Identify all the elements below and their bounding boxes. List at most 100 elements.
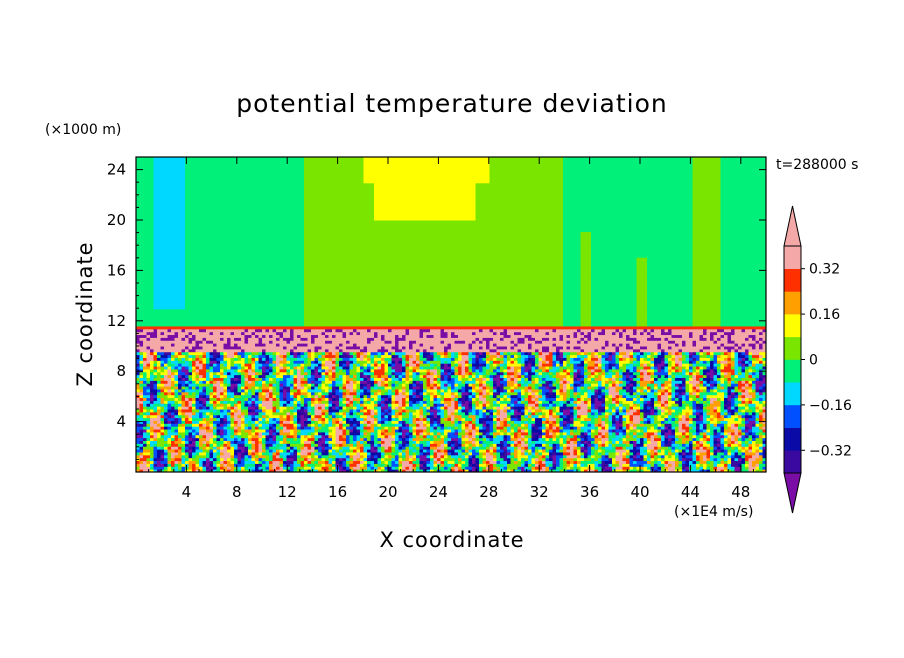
heatmap-cell — [251, 391, 256, 396]
heatmap-cell — [300, 403, 305, 407]
heatmap-cell — [150, 446, 154, 450]
heatmap-cell — [377, 397, 382, 401]
heatmap-cell — [650, 437, 655, 441]
heatmap-cell — [699, 466, 704, 470]
heatmap-cell — [549, 451, 553, 456]
heatmap-cell — [181, 446, 186, 450]
heatmap-cell — [566, 426, 571, 430]
heatmap-cell — [328, 391, 333, 396]
heatmap-cell — [157, 457, 161, 462]
heatmap-cell — [465, 397, 469, 401]
heatmap-cell — [759, 394, 763, 399]
heatmap-cell — [311, 437, 315, 441]
heatmap-cell — [573, 457, 578, 462]
heatmap-cell — [255, 466, 259, 470]
heatmap-cell — [377, 443, 382, 447]
heatmap-cell — [622, 417, 627, 421]
heatmap-cell — [388, 449, 392, 453]
heatmap-cell — [139, 411, 144, 416]
heatmap-cell — [444, 446, 448, 450]
heatmap-cell — [458, 397, 462, 401]
heatmap-cell — [731, 469, 735, 472]
heatmap-cell — [216, 411, 221, 416]
heatmap-cell — [258, 437, 263, 441]
heatmap-cell — [479, 451, 483, 456]
heatmap-cell — [696, 431, 700, 436]
heatmap-cell — [146, 440, 151, 444]
heatmap-cell — [521, 391, 525, 396]
heatmap-cell — [174, 440, 179, 444]
heatmap-cell — [573, 429, 578, 433]
heatmap-cell — [188, 420, 193, 424]
heatmap-cell — [223, 403, 228, 407]
heatmap-cell — [545, 409, 550, 413]
heatmap-cell — [475, 431, 480, 436]
heatmap-cell — [489, 469, 494, 472]
heatmap-cell — [279, 391, 284, 396]
heatmap-cell — [528, 409, 532, 413]
heatmap-cell — [349, 420, 354, 424]
heatmap-cell — [647, 457, 651, 462]
heatmap-cell — [591, 466, 595, 470]
heatmap-cell — [279, 437, 284, 441]
heatmap-cell — [731, 431, 735, 436]
heatmap-cell — [279, 394, 284, 399]
heatmap-cell — [192, 469, 196, 472]
heatmap-cell — [416, 434, 420, 439]
heatmap-cell — [675, 434, 679, 439]
heatmap-cell — [724, 463, 728, 467]
heatmap-cell — [244, 420, 249, 424]
heatmap-cell — [258, 431, 263, 436]
heatmap-cell — [755, 420, 760, 424]
heatmap-cell — [202, 440, 207, 444]
heatmap-cell — [433, 446, 438, 450]
heatmap-cell — [423, 397, 427, 401]
heatmap-cell — [244, 460, 249, 464]
heatmap-cell — [563, 420, 567, 424]
heatmap-cell — [353, 414, 357, 419]
heatmap-cell — [244, 429, 249, 433]
heatmap-cell — [143, 440, 147, 444]
heatmap-cell — [626, 420, 630, 424]
heatmap-cell — [444, 414, 448, 419]
heatmap-cell — [276, 423, 280, 427]
heatmap-cell — [412, 449, 417, 453]
heatmap-cell — [223, 426, 228, 430]
heatmap-cell — [479, 466, 483, 470]
heatmap-cell — [759, 446, 763, 450]
heatmap-cell — [419, 463, 424, 467]
heatmap-cell — [587, 449, 592, 453]
heatmap-cell — [664, 440, 669, 444]
heatmap-cell — [398, 431, 403, 436]
heatmap-cell — [664, 411, 669, 416]
heatmap-cell — [591, 460, 595, 464]
heatmap-cell — [594, 403, 599, 407]
heatmap-cell — [367, 437, 371, 441]
heatmap-cell — [734, 426, 739, 430]
heatmap-cell — [220, 449, 224, 453]
heatmap-cell — [559, 409, 564, 413]
heatmap-cell — [493, 469, 497, 472]
heatmap-cell — [164, 417, 168, 421]
heatmap-cell — [223, 434, 228, 439]
heatmap-cell — [321, 454, 326, 459]
heatmap-cell — [188, 449, 193, 453]
heatmap-cell — [465, 411, 469, 416]
heatmap-cell — [566, 457, 571, 462]
heatmap-cell — [384, 423, 389, 427]
heatmap-cell — [136, 434, 140, 439]
heatmap-cell — [507, 394, 511, 399]
heatmap-cell — [573, 411, 578, 416]
heatmap-cell — [566, 414, 571, 419]
heatmap-cell — [402, 400, 406, 404]
heatmap-cell — [454, 397, 459, 401]
heatmap-cell — [297, 426, 301, 430]
heatmap-cell — [430, 434, 434, 439]
heatmap-cell — [328, 420, 333, 424]
heatmap-cell — [685, 397, 690, 401]
heatmap-cell — [237, 434, 242, 439]
heatmap-cell — [276, 449, 280, 453]
heatmap-cell — [279, 431, 284, 436]
heatmap-cell — [307, 449, 312, 453]
heatmap-cell — [440, 437, 445, 441]
